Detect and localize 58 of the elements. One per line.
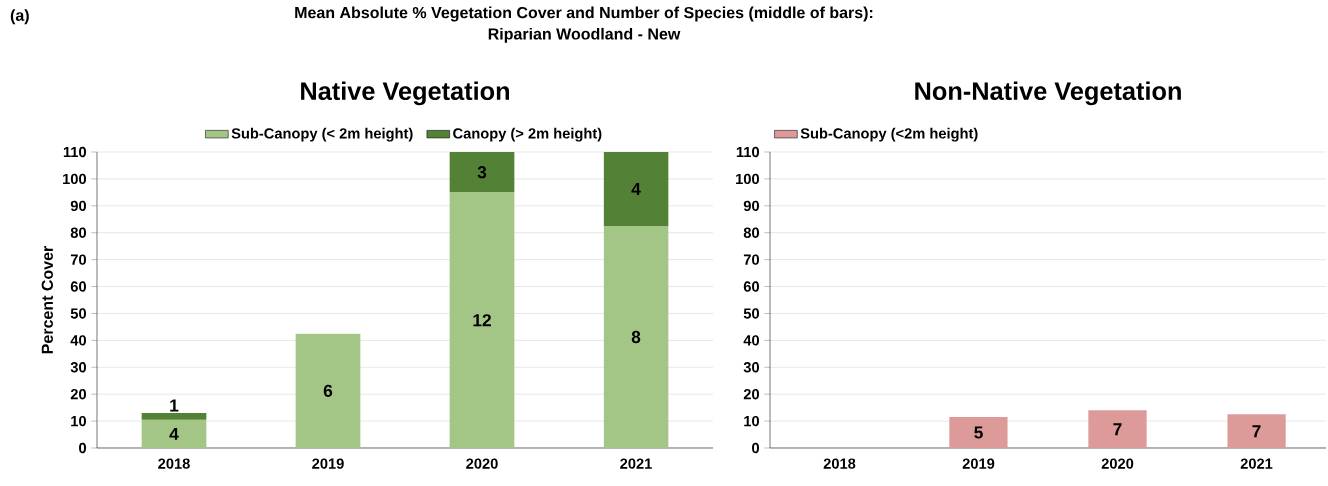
annotation: 4 (631, 183, 641, 195)
annotation: 5 (974, 426, 983, 439)
bar (141, 419, 207, 448)
y-tick-label: 30 (70, 362, 86, 373)
y-tick-label: 60 (70, 281, 86, 292)
bar (449, 152, 515, 193)
text: (a) (10, 9, 29, 25)
y-tick-label: 110 (736, 146, 759, 158)
bar (449, 192, 515, 448)
y-tick-label: 70 (70, 254, 86, 265)
y-tick-label: 40 (70, 335, 86, 346)
bar (603, 152, 669, 226)
y-tick-label: 80 (70, 227, 86, 238)
y-tick-label: 40 (743, 335, 759, 346)
y-tick-label: 60 (743, 281, 759, 292)
y-tick-label: 30 (743, 362, 759, 373)
y-tick-label: 100 (63, 173, 86, 185)
x-tick-label: 2021 (620, 458, 652, 469)
chart-title: Non-Native Vegetation (915, 81, 1181, 106)
y-tick-label: 80 (743, 227, 759, 238)
legend-label: Canopy (> 2m height) (453, 127, 602, 142)
x-tick-label: 2019 (962, 458, 995, 469)
y-tick-label: 20 (70, 389, 86, 400)
bar (603, 226, 669, 448)
bar (295, 333, 361, 448)
y-tick-label: 10 (71, 415, 86, 427)
annotation: 12 (473, 314, 491, 327)
legend-label: Sub-Canopy (< 2m height) (231, 127, 413, 142)
y-tick-label: 10 (744, 415, 759, 427)
y-tick-label: 110 (63, 146, 86, 158)
y-tick-label: 70 (743, 254, 759, 265)
y-axis-title: Percent Cover (41, 246, 53, 354)
y-tick-label: 0 (79, 442, 86, 454)
y-tick-label: 100 (736, 173, 759, 185)
x-tick-label: 2018 (823, 458, 856, 469)
y-tick-label: 90 (743, 200, 759, 212)
annotation: 7 (1113, 423, 1122, 436)
chart-title: Native Vegetation (301, 81, 510, 106)
y-tick-label: 50 (70, 308, 86, 319)
x-tick-label: 2021 (1240, 458, 1273, 469)
x-tick-label: 2020 (1101, 458, 1134, 469)
legend-label: Sub-Canopy (<2m height) (800, 127, 978, 142)
y-tick-label: 20 (743, 389, 759, 400)
y-tick-label: 50 (743, 308, 759, 319)
annotation: 8 (631, 330, 641, 344)
bar (141, 413, 207, 420)
annotation: 3 (477, 166, 487, 179)
x-tick-label: 2020 (466, 458, 498, 469)
annotation: 6 (323, 384, 333, 397)
y-tick-label: 90 (70, 200, 86, 212)
x-tick-label: 2018 (158, 458, 190, 469)
x-tick-label: 2019 (312, 458, 344, 469)
text: Mean Absolute % Vegetation Cover and Number of Species (middle of bars): (295, 6, 873, 22)
text: Riparian Woodland - New (488, 27, 681, 43)
annotation: 7 (1252, 425, 1261, 438)
y-tick-label: 0 (752, 442, 759, 454)
annotation: 1 (170, 399, 179, 412)
annotation: 4 (169, 427, 179, 440)
